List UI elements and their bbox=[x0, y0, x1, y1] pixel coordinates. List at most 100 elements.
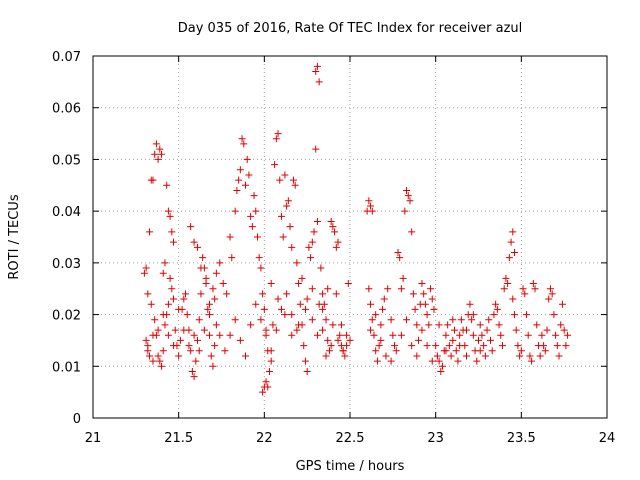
data-point bbox=[522, 311, 530, 319]
data-point bbox=[166, 212, 174, 220]
data-point bbox=[151, 316, 159, 324]
data-point bbox=[274, 130, 282, 138]
data-point bbox=[449, 316, 457, 324]
data-point bbox=[260, 305, 268, 313]
data-point bbox=[259, 388, 267, 396]
data-point bbox=[327, 217, 335, 225]
data-point bbox=[296, 300, 304, 308]
x-axis-label: GPS time / hours bbox=[296, 459, 405, 474]
data-point bbox=[401, 207, 409, 215]
data-point bbox=[432, 342, 440, 350]
data-point bbox=[269, 321, 277, 329]
data-point bbox=[257, 316, 265, 324]
data-point bbox=[399, 274, 407, 282]
data-point bbox=[442, 331, 450, 339]
data-point bbox=[310, 228, 318, 236]
data-point bbox=[236, 336, 244, 344]
data-point bbox=[313, 331, 321, 339]
data-point bbox=[418, 280, 426, 288]
data-point bbox=[435, 321, 443, 329]
data-point bbox=[223, 290, 231, 298]
data-point bbox=[377, 336, 385, 344]
data-point bbox=[259, 290, 267, 298]
data-point bbox=[502, 274, 510, 282]
data-point bbox=[262, 378, 270, 386]
data-point bbox=[529, 280, 537, 288]
x-tick-label: 22.5 bbox=[336, 431, 365, 446]
data-point bbox=[403, 186, 411, 194]
data-point bbox=[194, 336, 202, 344]
data-point bbox=[493, 305, 501, 313]
data-point bbox=[368, 207, 376, 215]
data-point bbox=[219, 280, 227, 288]
data-point bbox=[197, 264, 205, 272]
data-point bbox=[329, 223, 337, 231]
data-point bbox=[144, 290, 152, 298]
data-point bbox=[403, 316, 411, 324]
data-point bbox=[504, 280, 512, 288]
data-point bbox=[272, 326, 280, 334]
data-point bbox=[303, 367, 311, 375]
data-point bbox=[312, 145, 320, 153]
data-point bbox=[206, 311, 214, 319]
data-point bbox=[451, 326, 459, 334]
data-point bbox=[240, 140, 248, 148]
data-point bbox=[248, 223, 256, 231]
data-point bbox=[454, 357, 462, 365]
data-point bbox=[564, 331, 572, 339]
data-point bbox=[409, 290, 417, 298]
y-tick-label: 0 bbox=[73, 412, 81, 427]
data-point bbox=[372, 347, 380, 355]
data-point bbox=[524, 331, 532, 339]
data-point bbox=[545, 295, 553, 303]
data-point bbox=[421, 300, 429, 308]
data-point bbox=[295, 280, 303, 288]
data-point bbox=[200, 326, 208, 334]
data-point bbox=[212, 321, 220, 329]
data-point bbox=[313, 62, 321, 70]
data-point bbox=[505, 254, 513, 262]
data-point bbox=[250, 192, 258, 200]
data-point bbox=[295, 321, 303, 329]
data-point bbox=[281, 311, 289, 319]
data-point bbox=[331, 228, 339, 236]
data-point bbox=[516, 352, 524, 360]
data-point bbox=[288, 311, 296, 319]
data-point bbox=[149, 357, 157, 365]
data-point bbox=[469, 311, 477, 319]
data-point bbox=[182, 290, 190, 298]
data-point bbox=[267, 280, 275, 288]
data-point bbox=[207, 352, 215, 360]
data-point bbox=[509, 295, 517, 303]
data-point bbox=[166, 274, 174, 282]
data-point bbox=[553, 342, 561, 350]
data-point bbox=[319, 326, 327, 334]
data-point bbox=[514, 342, 522, 350]
data-point bbox=[519, 285, 527, 293]
data-point bbox=[185, 342, 193, 350]
data-point bbox=[541, 347, 549, 355]
data-point bbox=[427, 285, 435, 293]
data-point bbox=[209, 362, 217, 370]
data-point bbox=[252, 300, 260, 308]
data-point bbox=[154, 155, 162, 163]
data-point bbox=[228, 254, 236, 262]
data-point bbox=[283, 290, 291, 298]
data-point bbox=[528, 357, 536, 365]
data-point bbox=[267, 347, 275, 355]
data-point bbox=[152, 331, 160, 339]
data-point bbox=[255, 254, 263, 262]
data-point bbox=[192, 357, 200, 365]
data-point bbox=[322, 352, 330, 360]
data-point bbox=[211, 342, 219, 350]
data-point bbox=[463, 352, 471, 360]
data-point bbox=[180, 326, 188, 334]
data-point bbox=[466, 300, 474, 308]
y-tick-label: 0.05 bbox=[52, 153, 81, 168]
data-point bbox=[404, 192, 412, 200]
data-point bbox=[538, 331, 546, 339]
data-point bbox=[305, 243, 313, 251]
data-point bbox=[226, 331, 234, 339]
data-point bbox=[447, 352, 455, 360]
data-point bbox=[552, 331, 560, 339]
